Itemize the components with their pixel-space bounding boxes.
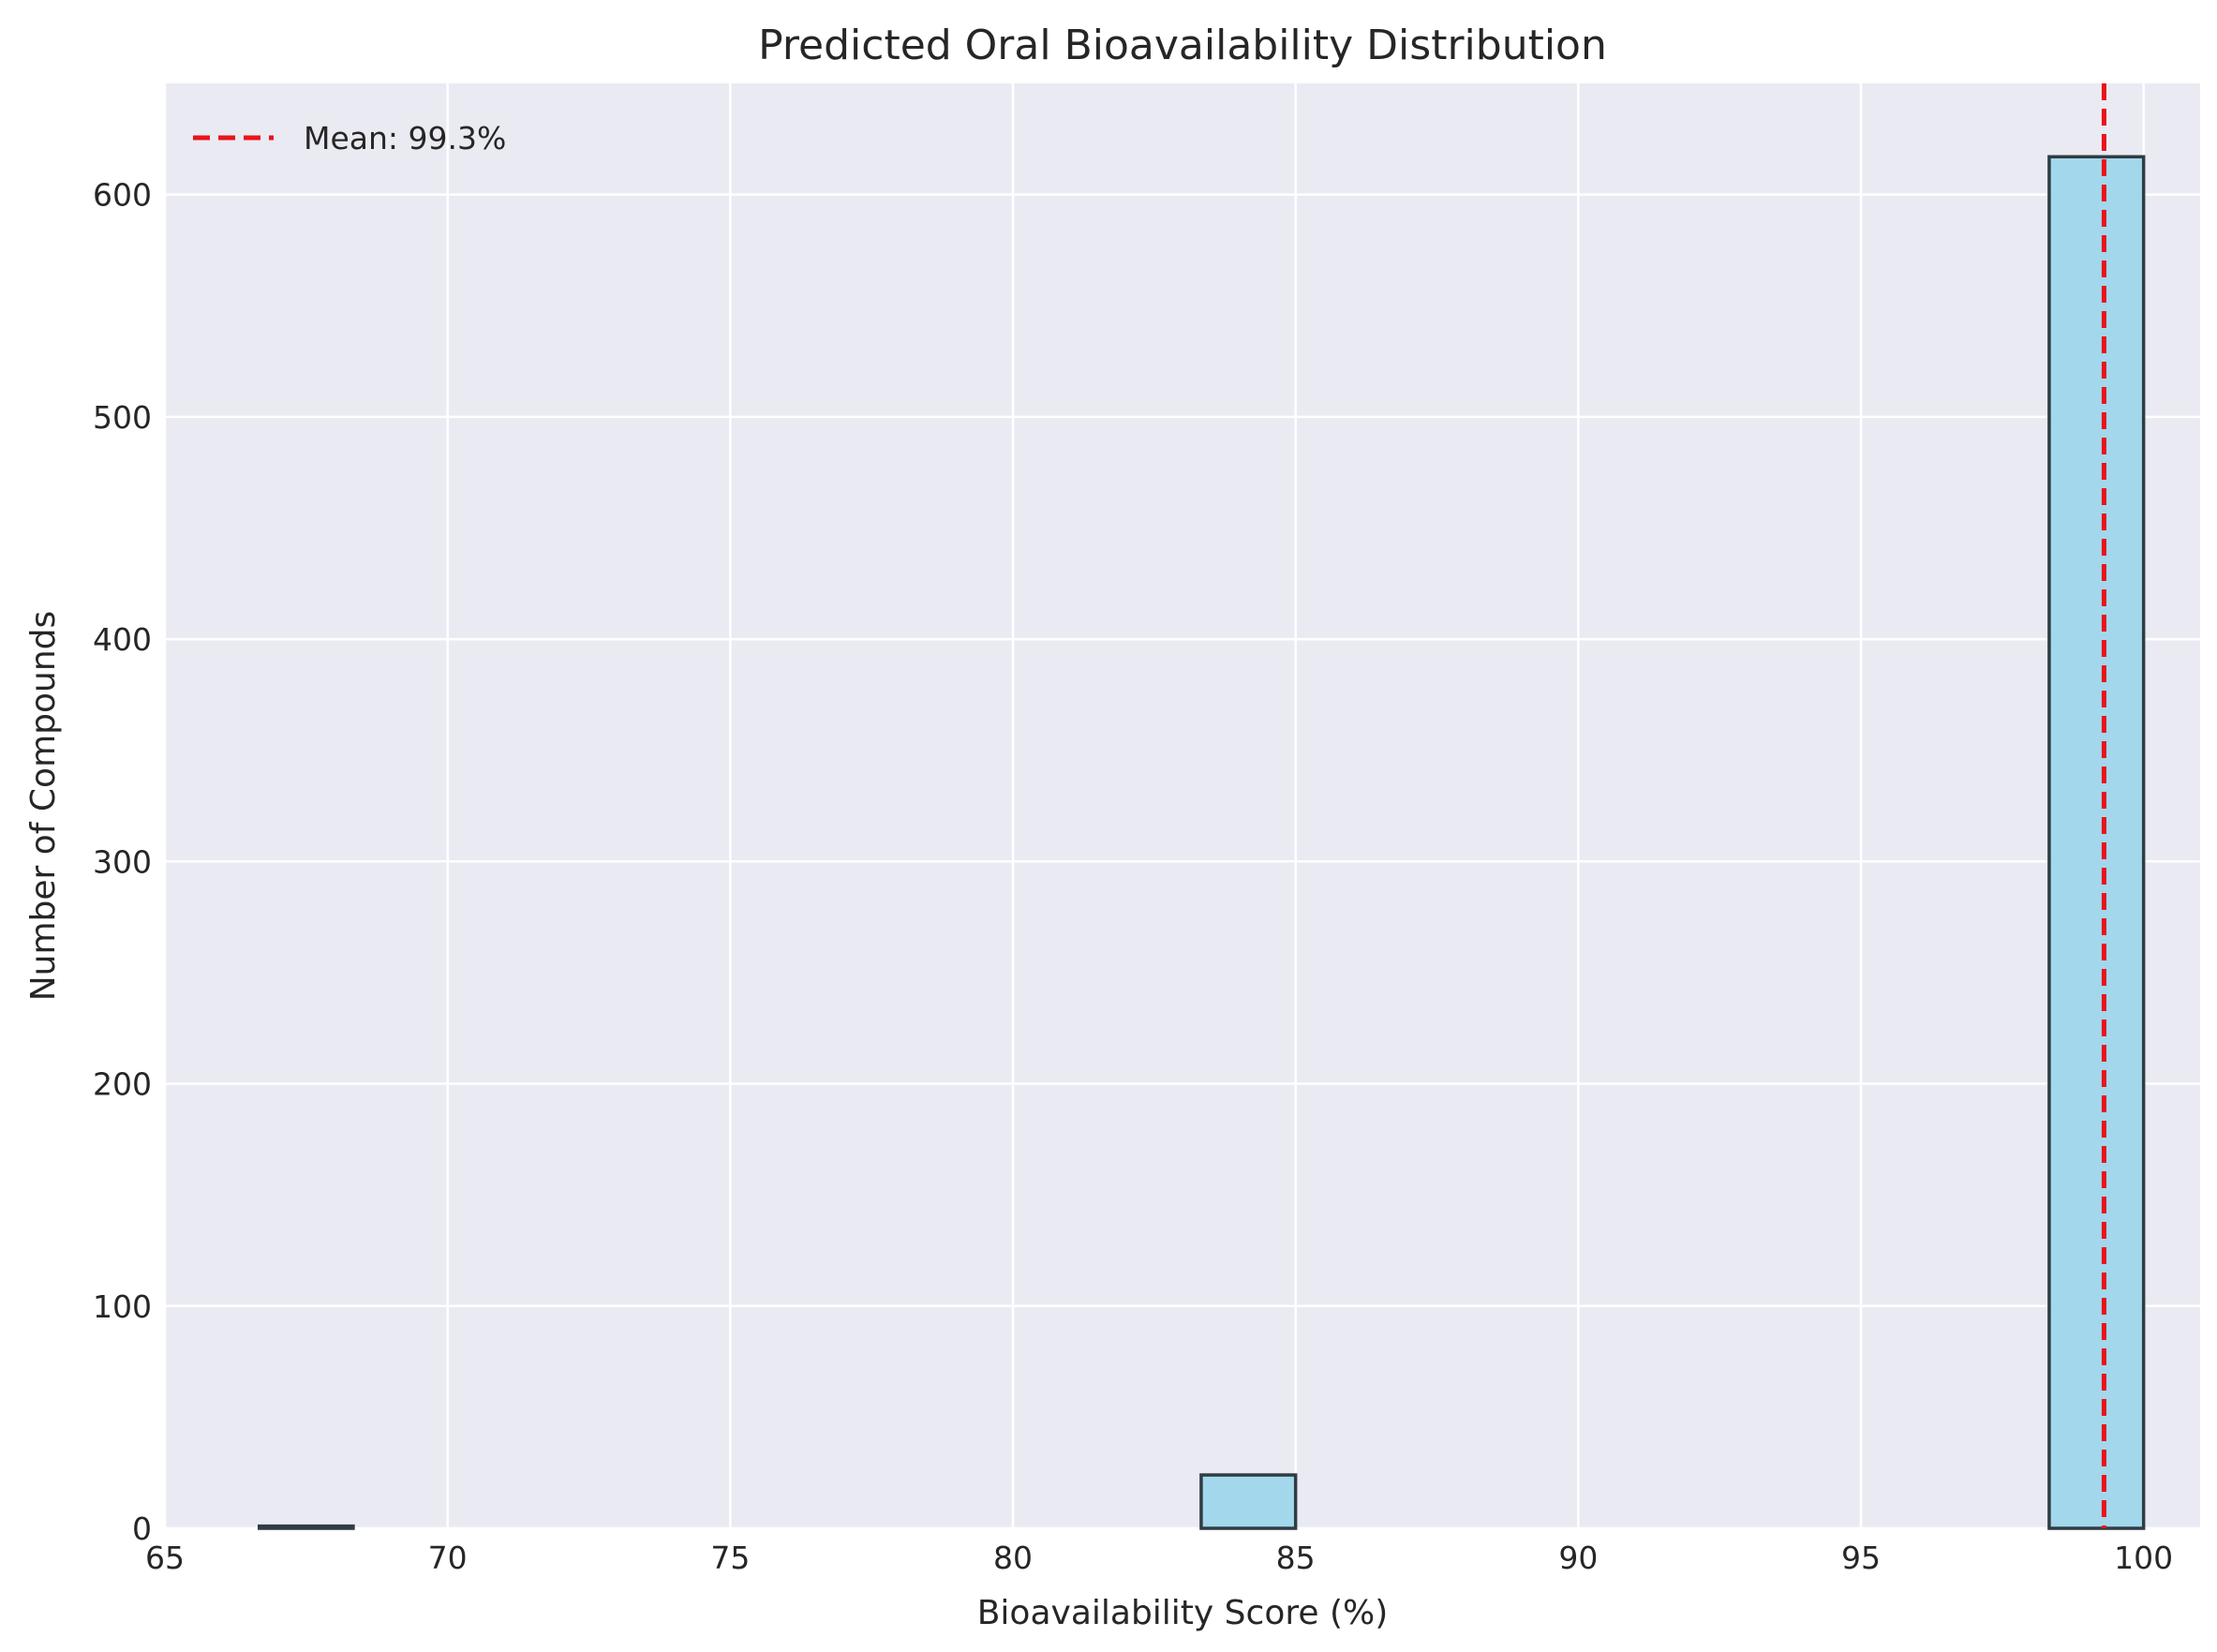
- y-axis-ticks: 0 100 200 300 400 500 600: [93, 177, 152, 1547]
- x-tick-label: 70: [428, 1540, 468, 1576]
- histogram-bars: [258, 155, 2146, 1530]
- y-tick-label: 300: [93, 843, 152, 880]
- plot-background: [165, 83, 2200, 1528]
- x-tick-label: 90: [1558, 1540, 1598, 1576]
- x-axis-ticks: 65 70 75 80 85 90 95 100: [145, 1540, 2173, 1576]
- histogram-bar: [2047, 155, 2146, 1530]
- x-tick-label: 85: [1276, 1540, 1316, 1576]
- x-axis-label: Bioavailability Score (%): [977, 1594, 1389, 1632]
- y-tick-label: 600: [93, 177, 152, 214]
- x-tick-label: 80: [993, 1540, 1033, 1576]
- histogram-bar: [1199, 1473, 1298, 1530]
- y-tick-label: 200: [93, 1066, 152, 1103]
- y-tick-label: 0: [132, 1511, 152, 1547]
- histogram-bar: [258, 1524, 355, 1530]
- y-tick-label: 500: [93, 399, 152, 436]
- x-tick-label: 65: [145, 1540, 185, 1576]
- legend: Mean: 99.3%: [193, 120, 506, 156]
- chart-title: Predicted Oral Bioavailability Distribut…: [758, 22, 1607, 69]
- y-axis-label: Number of Compounds: [24, 611, 63, 1002]
- grid-lines: [163, 83, 2200, 1530]
- x-tick-label: 75: [710, 1540, 750, 1576]
- x-tick-label: 95: [1841, 1540, 1881, 1576]
- x-tick-label: 100: [2114, 1540, 2173, 1576]
- y-tick-label: 400: [93, 621, 152, 658]
- y-tick-label: 100: [93, 1288, 152, 1325]
- legend-label-mean: Mean: 99.3%: [304, 120, 506, 156]
